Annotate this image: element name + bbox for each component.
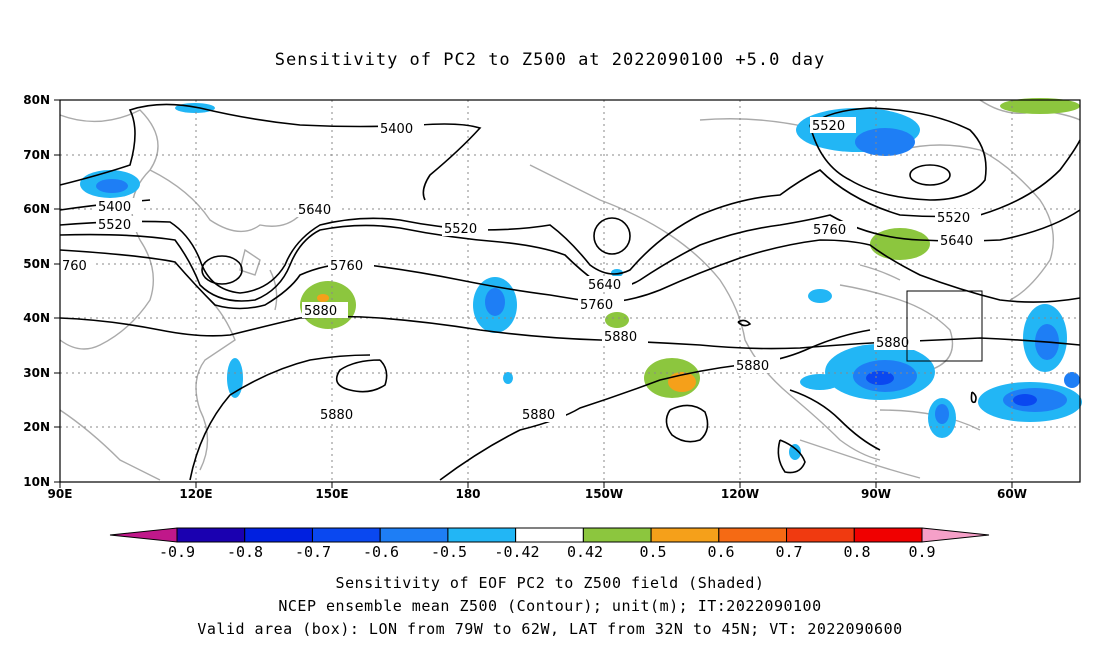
contour-label: 5880 [320,408,353,423]
colorbar-segment [244,527,313,543]
contour-label: 5880 [522,408,555,423]
colorbar-segment [447,527,517,543]
x-tick-label: 150W [585,487,623,501]
y-tick-label: 80N [23,93,50,107]
x-axis-labels: 90E 120E 150E 180 150W 120W 90W 60W [48,487,1027,501]
y-tick-label: 40N [23,311,50,325]
colorbar-segment [176,527,246,543]
contour-label: 5640 [588,278,621,293]
y-tick-label: 70N [23,148,50,162]
colorbar-label: 0.7 [775,543,802,561]
contour-label: 5640 [940,234,973,249]
colorbar-label: -0.7 [295,543,331,561]
x-tick-label: 120E [179,487,212,501]
colorbar-segment [379,527,449,543]
contour-label: 5400 [380,122,413,137]
contour-label: 5880 [604,330,637,345]
colorbar-label: 0.8 [843,543,870,561]
y-tick-label: 50N [23,257,50,271]
contour-label: 5520 [812,119,845,134]
x-tick-label: 90E [48,487,73,501]
colorbar-label: 0.5 [639,543,666,561]
contour-label: 5520 [98,218,131,233]
contour-label: 5760 [580,298,613,313]
colorbar-label: -0.5 [431,543,467,561]
grid-lines [60,100,1080,482]
y-tick-label: 10N [23,475,50,489]
colorbar-label: -0.42 [494,543,539,561]
colorbar-label: 0.9 [908,543,935,561]
contour-labels: 5400 5400 5520 5520 5520 5520 5640 5640 … [60,117,984,423]
contour-label: 5880 [304,304,337,319]
x-tick-label: 150E [315,487,348,501]
footer-line-1: Sensitivity of EOF PC2 to Z500 field (Sh… [335,574,765,592]
x-tick-label: 60W [997,487,1027,501]
contour-label: 760 [62,259,87,274]
y-tick-label: 60N [23,202,50,216]
x-tick-label: 180 [455,487,480,501]
contour-label: 5520 [444,222,477,237]
contour-label: 5640 [298,203,331,218]
y-axis-labels: 10N 20N 30N 40N 50N 60N 70N 80N [23,93,50,489]
contour-label: 5400 [98,200,131,215]
colorbar-label: -0.6 [363,543,399,561]
colorbar-label: -0.9 [159,543,195,561]
contour-label: 5520 [937,211,970,226]
colorbar-label: 0.6 [707,543,734,561]
colorbar-label: 0.42 [567,543,603,561]
plot-area: 5400 5400 5520 5520 5520 5520 5640 5640 … [54,98,1082,488]
colorbar: -0.9 -0.8 -0.7 -0.6 -0.5 -0.42 0.42 0.5 … [109,527,990,561]
x-tick-label: 90W [861,487,891,501]
valid-area-box [906,290,983,362]
colorbar-segment [650,527,720,543]
colorbar-segment [515,527,584,543]
x-tick-label: 120W [721,487,759,501]
footer-line-3: Valid area (box): LON from 79W to 62W, L… [197,620,903,638]
colorbar-high-extend [921,527,990,543]
contour-label: 5880 [876,336,909,351]
y-tick-label: 20N [23,420,50,434]
colorbar-low-extend [109,527,178,543]
contour-label: 5760 [813,223,846,238]
contour-label: 5760 [330,259,363,274]
y-tick-label: 30N [23,366,50,380]
colorbar-segment [718,527,788,543]
colorbar-segment [582,527,652,543]
colorbar-segment [311,527,381,543]
footer-line-2: NCEP ensemble mean Z500 (Contour); unit(… [278,597,822,615]
map-title: Sensitivity of PC2 to Z500 at 2022090100… [274,50,826,70]
contour-label: 5880 [736,359,769,374]
colorbar-segment [853,527,923,543]
colorbar-label: -0.8 [227,543,263,561]
colorbar-segment [786,527,855,543]
